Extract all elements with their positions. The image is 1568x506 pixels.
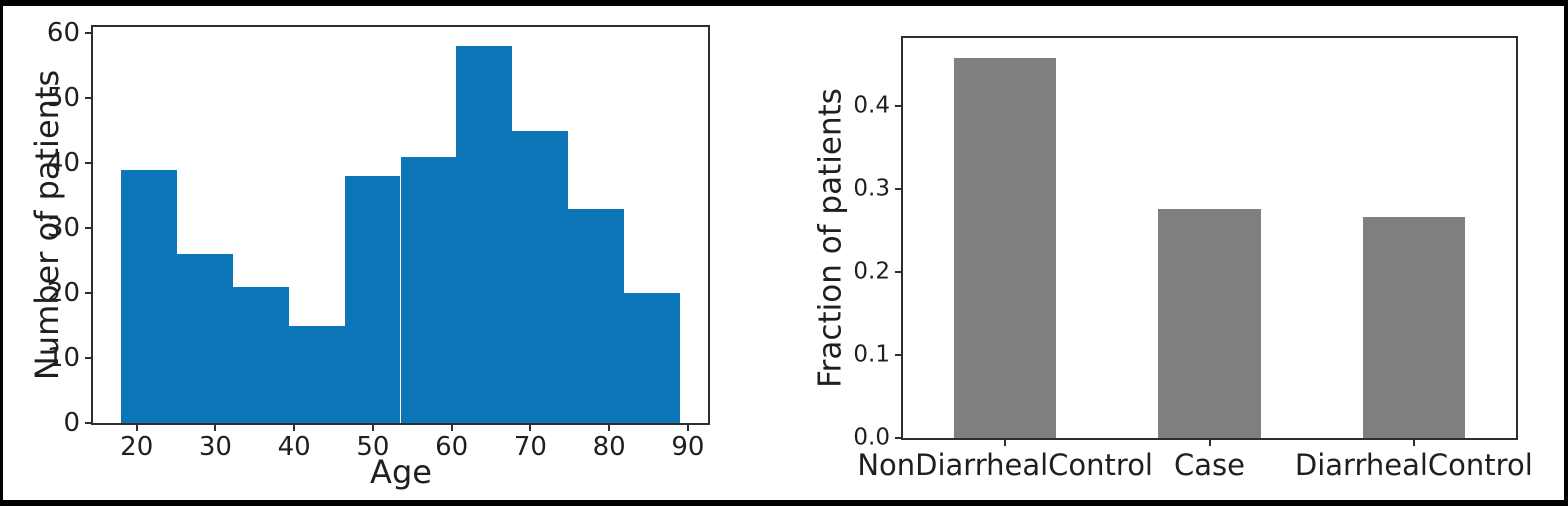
age-histogram-plot-area: 20 30 40 50 60 70 80 90 0 10 20 30 40 50 60 [47,20,710,460]
category-label: NonDiarrhealControl [857,448,1153,482]
y-tick-label: 10 [46,343,80,374]
histogram-bar [120,169,177,423]
frame-border-left [0,0,3,506]
x-tick-mark [371,423,374,431]
fraction-bar-ylabel: Fraction of patients [812,88,849,388]
x-tick-label: 90 [671,432,705,462]
y-tick-label: 20 [46,278,80,309]
y-tick-mark [85,292,93,295]
y-tick-mark [895,188,903,191]
x-tick-mark [529,423,532,431]
y-tick-label: 0.4 [853,92,890,119]
y-tick-label: 0.3 [853,175,890,202]
x-tick-mark [1004,438,1007,446]
x-tick-label: 20 [120,432,154,462]
y-tick-mark [85,422,93,424]
histogram-bar [568,208,625,423]
histogram-bar [400,156,457,423]
histogram-bar [512,130,569,423]
x-tick-mark [1412,438,1415,446]
frame-border-bottom [0,500,1568,506]
category-label: Case [1174,448,1245,482]
y-tick-label: 0.2 [853,258,890,285]
y-tick-label: 0 [63,408,80,438]
frame-border-right [1564,0,1568,506]
x-tick-label: 40 [277,432,311,462]
y-tick-mark [895,354,903,356]
x-tick-mark [214,423,217,431]
age-histogram-xlabel: Age [370,453,432,491]
frame-border-top [0,0,1568,6]
x-tick-mark [293,423,296,431]
x-tick-label: 80 [592,432,626,462]
y-tick-mark [85,32,93,35]
histogram-bar [344,176,401,423]
y-tick-mark [895,105,903,108]
category-bar [1158,208,1261,438]
y-tick-mark [85,97,93,100]
x-tick-label: 70 [513,432,547,462]
y-tick-label: 60 [46,18,80,49]
histogram-bar [176,254,233,423]
x-tick-label: 30 [198,432,232,462]
y-tick-mark [895,437,903,439]
y-tick-label: 0.1 [853,341,890,368]
histogram-bar [624,293,681,423]
age-histogram-ylabel: Number of patients [28,69,66,381]
y-tick-label: 30 [46,213,80,244]
x-tick-label: 60 [435,432,469,462]
x-tick-mark [608,423,611,431]
y-tick-mark [85,357,93,360]
y-tick-mark [895,271,903,274]
histogram-bar [288,325,345,423]
category-bar [954,57,1057,438]
x-tick-mark [1208,438,1211,446]
fraction-bar-plot-area: NonDiarrhealControl Case DiarrhealControl 0… [853,36,1533,480]
x-tick-mark [135,423,138,431]
y-tick-label: 50 [46,83,80,114]
histogram-bar [232,286,289,423]
category-label: DiarrhealControl [1294,448,1533,482]
y-tick-label: 0.0 [853,424,890,451]
y-tick-mark [85,227,93,230]
y-tick-mark [85,162,93,165]
x-tick-label: 50 [356,432,390,462]
histogram-bar [456,46,513,423]
y-tick-label: 40 [46,148,80,179]
x-tick-mark [686,423,689,431]
x-tick-mark [450,423,453,431]
category-bar [1362,217,1465,438]
